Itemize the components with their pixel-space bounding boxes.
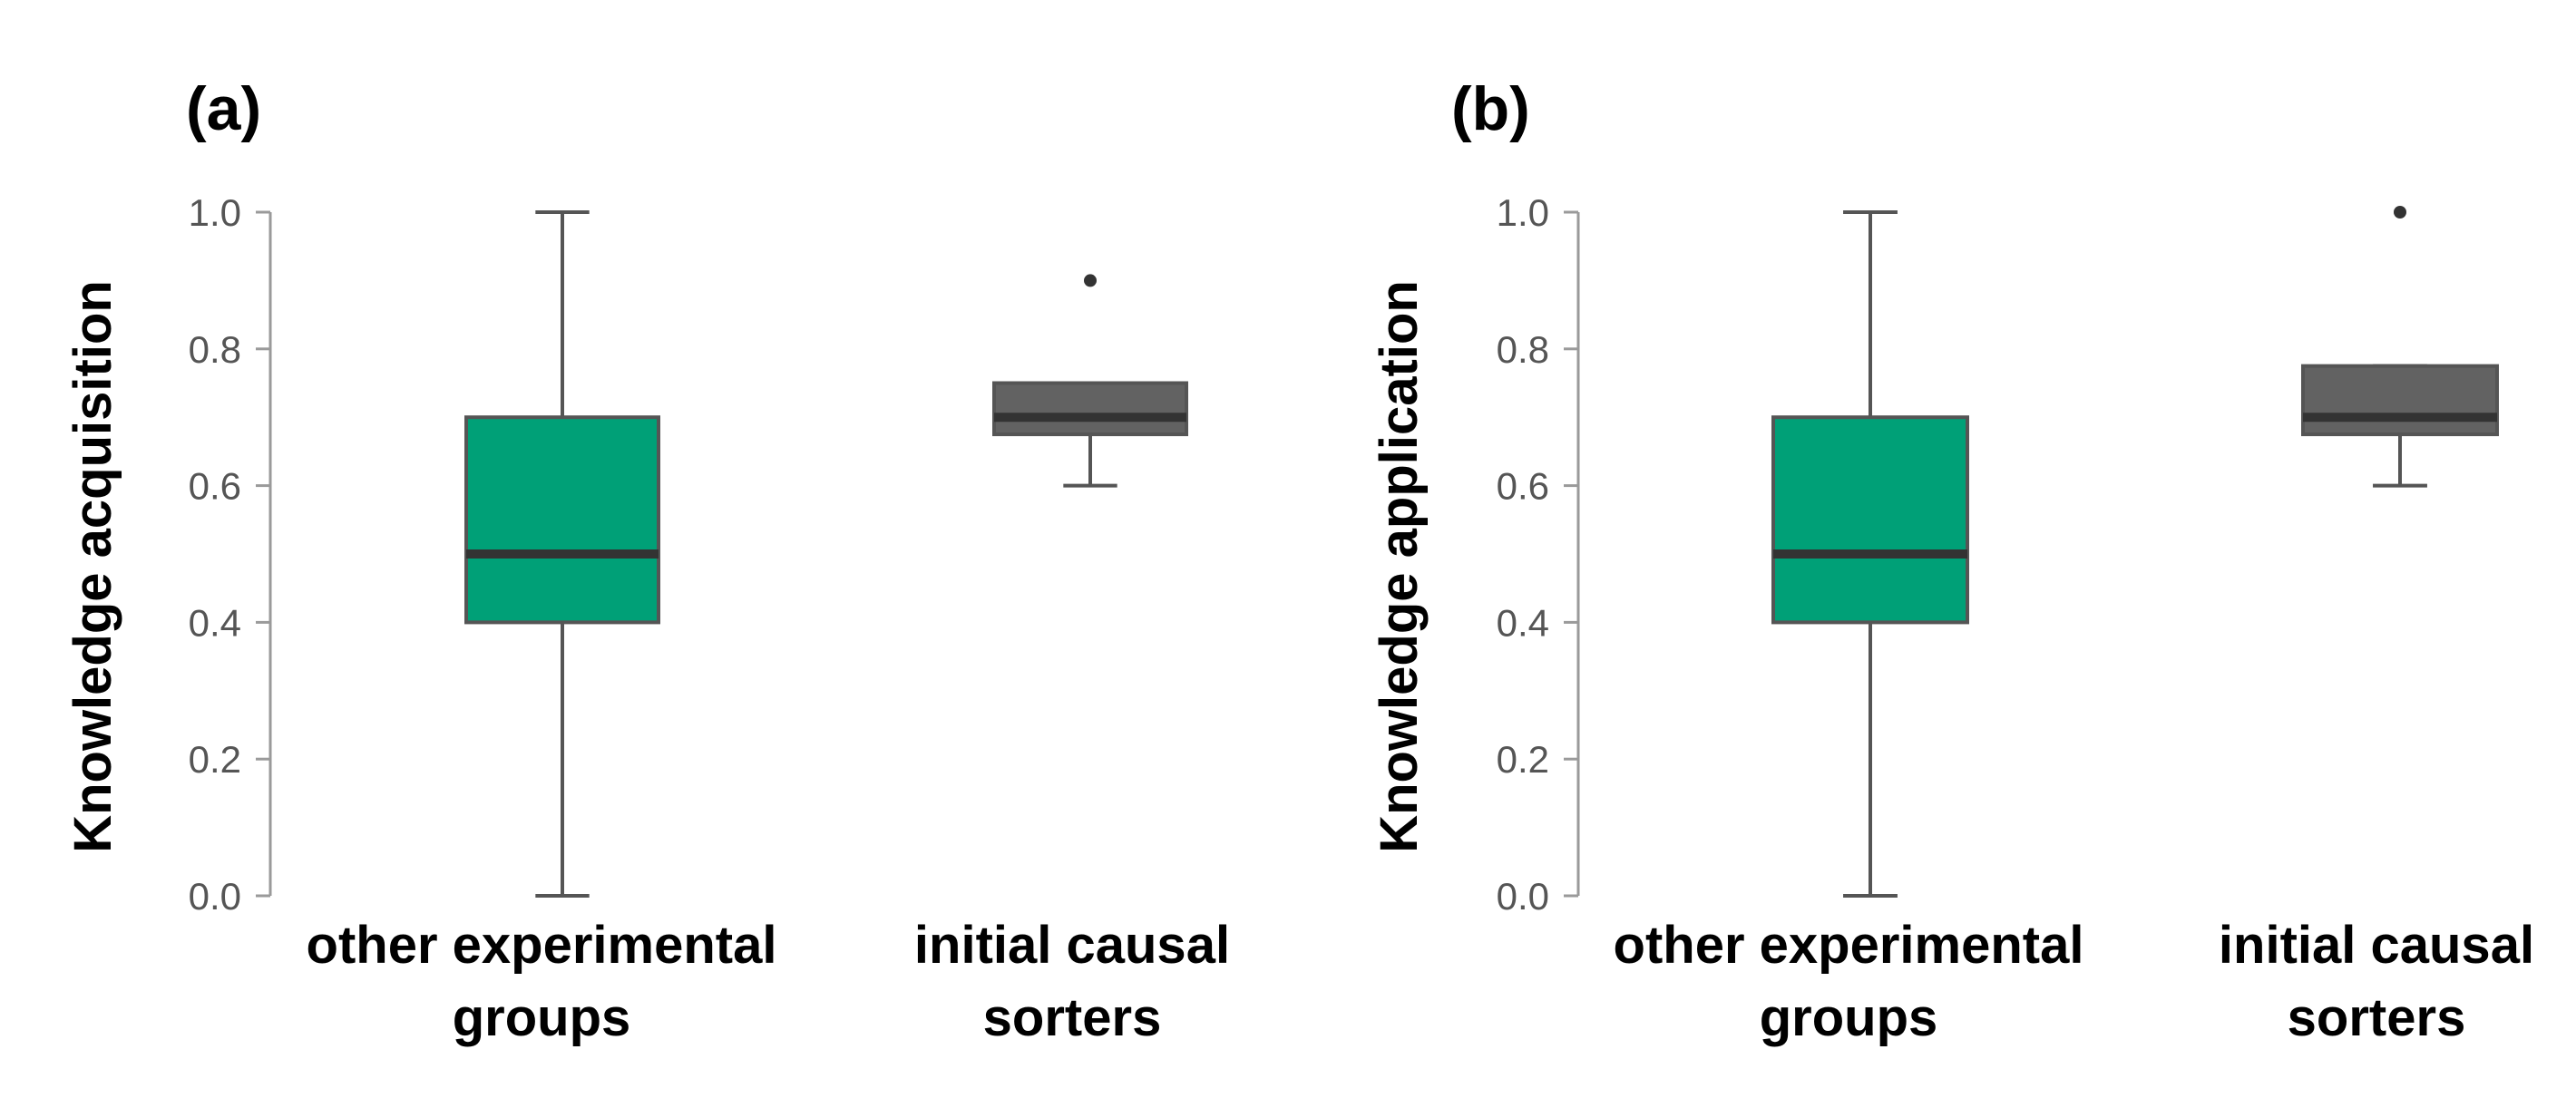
panel-a-category-0-line1: other experimental	[307, 916, 777, 975]
panel-b-category-1-line2: sorters	[2288, 988, 2466, 1047]
panel-b-tick-label-4: 0.8	[1497, 328, 1549, 371]
panel-b-box-1-outlier-0	[2394, 206, 2406, 219]
panel-b-tick-label-2: 0.4	[1497, 601, 1549, 644]
panel-a-tick-label-4: 0.8	[189, 328, 241, 371]
panel-a-box-0-body	[464, 415, 660, 625]
panel-a-boxes	[464, 210, 1188, 898]
panel-a-tick-label-5: 1.0	[189, 191, 241, 234]
panel-a-letter: (a)	[186, 74, 261, 143]
panel-b-boxes	[1771, 206, 2499, 898]
panel-a-tick-label-1: 0.2	[189, 738, 241, 781]
panel-a-box-1-outlier-0	[1084, 274, 1097, 287]
panel-b-category-0-line1: other experimental	[1614, 916, 2084, 975]
panel-a: (a) Knowledge acquisition 0.00.20.40.60.…	[63, 74, 1230, 1047]
panel-b-category-0-line2: groups	[1760, 988, 1938, 1047]
panel-b-y-axis: 0.0 0.2 0.4 0.6 0.8 1.0	[1497, 191, 1580, 918]
panel-b: (b) Knowledge application 0.00.20.40.60.…	[1370, 74, 2534, 1047]
panel-a-y-axis: 0.0 0.2 0.4 0.6 0.8 1.0	[189, 191, 272, 918]
panel-a-category-0-line2: groups	[453, 988, 631, 1047]
panel-b-tick-label-3: 0.6	[1497, 465, 1549, 508]
panel-b-category-1-line1: initial causal	[2219, 916, 2534, 975]
panel-b-box-0-body	[1771, 415, 1969, 625]
panel-a-tick-label-0: 0.0	[189, 875, 241, 918]
panel-b-tick-label-0: 0.0	[1497, 875, 1549, 918]
panel-a-ylabel: Knowledge acquisition	[63, 280, 122, 853]
panel-a-category-1-line2: sorters	[983, 988, 1162, 1047]
panel-a-tick-label-3: 0.6	[189, 465, 241, 508]
panel-b-box-1-body	[2301, 364, 2499, 437]
panel-a-category-1-line1: initial causal	[914, 916, 1230, 975]
panel-a-tick-label-2: 0.4	[189, 601, 241, 644]
panel-b-tick-label-1: 0.2	[1497, 738, 1549, 781]
panel-b-letter: (b)	[1451, 74, 1530, 143]
panel-a-box-1-body	[992, 381, 1188, 437]
panel-b-tick-label-5: 1.0	[1497, 191, 1549, 234]
panel-b-ylabel: Knowledge application	[1370, 280, 1429, 853]
